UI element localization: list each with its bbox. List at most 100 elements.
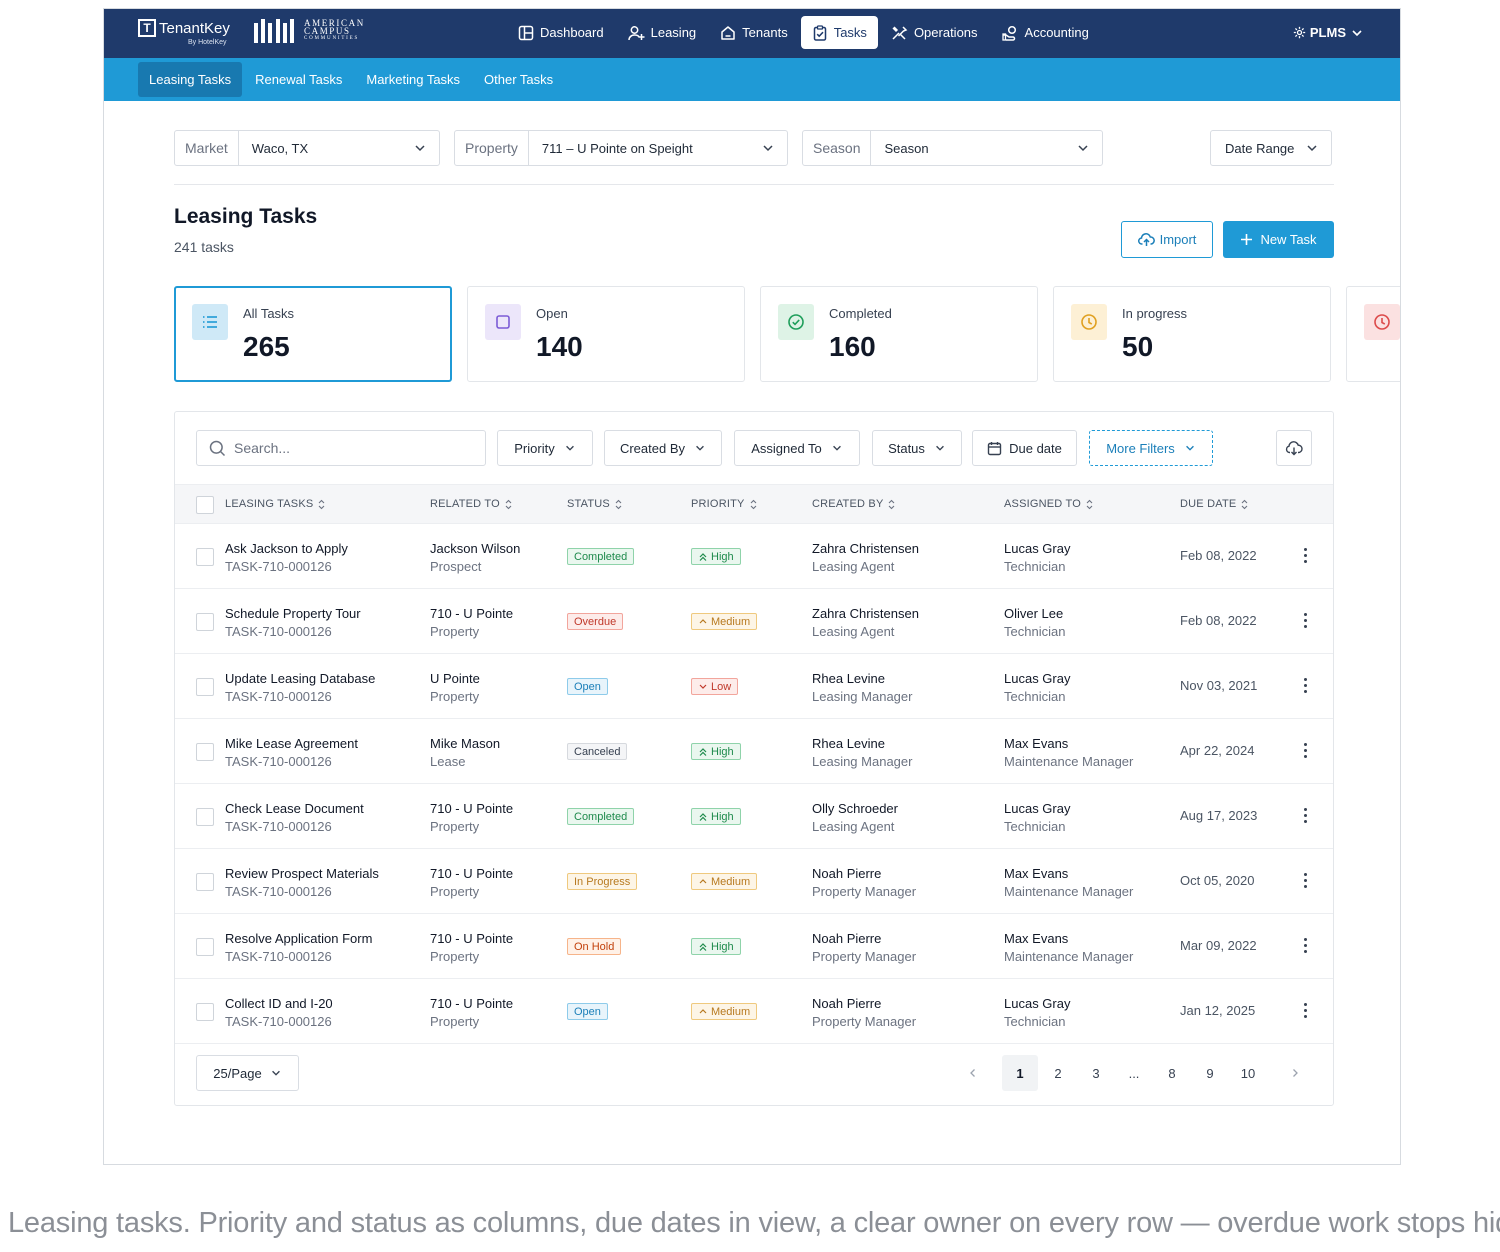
assignee-name: Max Evans [1004,736,1069,751]
square-icon [485,304,521,340]
row-checkbox[interactable] [196,873,214,891]
creator-role: Leasing Agent [812,819,895,834]
table-row[interactable]: Resolve Application Form TASK-710-000126 7… [175,914,1333,979]
row-menu-icon[interactable] [1304,548,1308,566]
market-select[interactable]: Market Waco, TX [174,130,440,166]
property-select[interactable]: Property 711 – U Pointe on Speight [454,130,788,166]
stat-card-completed[interactable]: Completed 160 [760,286,1038,382]
priority-filter-label: Priority [514,440,555,456]
row-menu-icon[interactable] [1304,808,1308,826]
table-row[interactable]: Review Prospect Materials TASK-710-000126… [175,849,1333,914]
stat-card-open[interactable]: Open 140 [467,286,745,382]
table-row[interactable]: Collect ID and I-20 TASK-710-000126 710 - … [175,979,1333,1044]
task-cell[interactable]: Review Prospect Materials TASK-710-000126 [225,865,379,901]
page-button[interactable]: 2 [1054,1065,1062,1081]
tab-other-tasks[interactable]: Other Tasks [484,72,554,87]
select-all-checkbox[interactable] [196,496,214,514]
page-button[interactable]: 9 [1206,1065,1214,1081]
nav-accounting[interactable]: Accounting [991,16,1100,49]
nav-operations[interactable]: Operations [880,16,989,49]
row-checkbox[interactable] [196,808,214,826]
assigned-to-filter[interactable]: Assigned To [734,430,860,466]
task-cell[interactable]: Ask Jackson to Apply TASK-710-000126 [225,540,348,576]
row-menu-icon[interactable] [1304,873,1308,891]
row-checkbox[interactable] [196,678,214,696]
next-page-button[interactable] [1277,1055,1313,1091]
row-checkbox[interactable] [196,613,214,631]
priority-filter[interactable]: Priority [497,430,593,466]
related-name: 710 - U Pointe [430,606,514,621]
row-checkbox[interactable] [196,743,214,761]
page-button[interactable]: 10 [1240,1065,1256,1081]
row-menu-icon[interactable] [1304,613,1308,631]
nav-tasks[interactable]: Tasks [800,16,878,49]
table-row[interactable]: Ask Jackson to Apply TASK-710-000126 Jacks… [175,524,1333,589]
double-arrow-up-icon [699,813,707,821]
task-cell[interactable]: Mike Lease Agreement TASK-710-000126 [225,735,358,771]
market-value: Waco, TX [251,140,309,156]
nav-dashboard[interactable]: Dashboard [507,16,615,49]
sort-icon [1242,499,1248,509]
stat-value: 265 [243,331,290,362]
page-button[interactable]: 1 [1002,1055,1038,1091]
table-row[interactable]: Mike Lease Agreement TASK-710-000126 Mike … [175,719,1333,784]
row-menu-icon[interactable] [1304,743,1308,761]
row-menu-icon[interactable] [1304,678,1308,696]
priority-label: Low [711,680,732,693]
tab-leasing-tasks[interactable]: Leasing Tasks [138,62,243,97]
column-header[interactable]: ASSIGNED TO [1004,498,1093,510]
column-header[interactable]: STATUS [567,498,622,510]
page-button[interactable]: 3 [1092,1065,1100,1081]
column-header[interactable]: RELATED TO [430,498,512,510]
task-cell[interactable]: Collect ID and I-20 TASK-710-000126 [225,995,333,1031]
more-filters-button[interactable]: More Filters [1089,430,1213,466]
tab-marketing-tasks[interactable]: Marketing Tasks [366,72,461,87]
table-row[interactable]: Schedule Property Tour TASK-710-000126 710… [175,589,1333,654]
column-header[interactable]: LEASING TASKS [225,498,325,510]
row-checkbox[interactable] [196,938,214,956]
status-badge: Open [567,1003,608,1020]
task-cell[interactable]: Check Lease Document TASK-710-000126 [225,800,364,836]
chevron-down-icon [832,445,841,451]
task-cell[interactable]: Resolve Application Form TASK-710-000126 [225,930,372,966]
tab-renewal-tasks[interactable]: Renewal Tasks [255,72,343,87]
status-filter[interactable]: Status [872,430,962,466]
row-checkbox[interactable] [196,1003,214,1021]
task-cell[interactable]: Schedule Property Tour TASK-710-000126 [225,605,361,641]
stat-card-all-tasks[interactable]: All Tasks 265 [174,286,452,382]
row-menu-icon[interactable] [1304,938,1308,956]
nav-tenants[interactable]: Tenants [709,16,799,49]
created-by-cell: Olly Schroeder Leasing Agent [812,800,898,836]
date-range-select[interactable]: Date Range [1210,130,1332,166]
download-button[interactable] [1276,430,1312,466]
new-task-button[interactable]: New Task [1223,221,1334,258]
columns-logo-icon [254,19,298,43]
prev-page-button[interactable] [955,1055,991,1091]
due-date-filter[interactable]: Due date [972,430,1077,466]
nav-leasing[interactable]: Leasing [617,16,708,49]
stat-card-overdue-partial[interactable] [1346,286,1400,382]
per-page-select[interactable]: 25/Page [196,1055,299,1091]
per-page-label: 25/Page [213,1065,262,1081]
import-button[interactable]: Import [1121,221,1213,258]
related-type: Property [430,1014,480,1029]
search-input[interactable]: Search... [196,430,486,466]
column-header[interactable]: PRIORITY [691,498,757,510]
task-id: TASK-710-000126 [225,559,332,574]
stat-card-in-progress[interactable]: In progress 50 [1053,286,1331,382]
account-menu[interactable]: PLMS [1289,25,1368,40]
table-row[interactable]: Check Lease Document TASK-710-000126 710 -… [175,784,1333,849]
column-header[interactable]: DUE DATE [1180,498,1248,510]
page-button[interactable]: 8 [1168,1065,1176,1081]
related-name: Jackson Wilson [430,541,521,556]
created-by-filter[interactable]: Created By [604,430,722,466]
season-select[interactable]: Season Season [802,130,1103,166]
tenantkey-logo[interactable]: T TenantKey By HotelKey [138,19,230,46]
row-menu-icon[interactable] [1304,1003,1308,1021]
chevron-down-icon [565,445,574,451]
table-row[interactable]: Update Leasing Database TASK-710-000126 U … [175,654,1333,719]
row-checkbox[interactable] [196,548,214,566]
page-title: Leasing Tasks [174,205,318,228]
column-header[interactable]: CREATED BY [812,498,895,510]
task-cell[interactable]: Update Leasing Database TASK-710-000126 [225,670,375,706]
